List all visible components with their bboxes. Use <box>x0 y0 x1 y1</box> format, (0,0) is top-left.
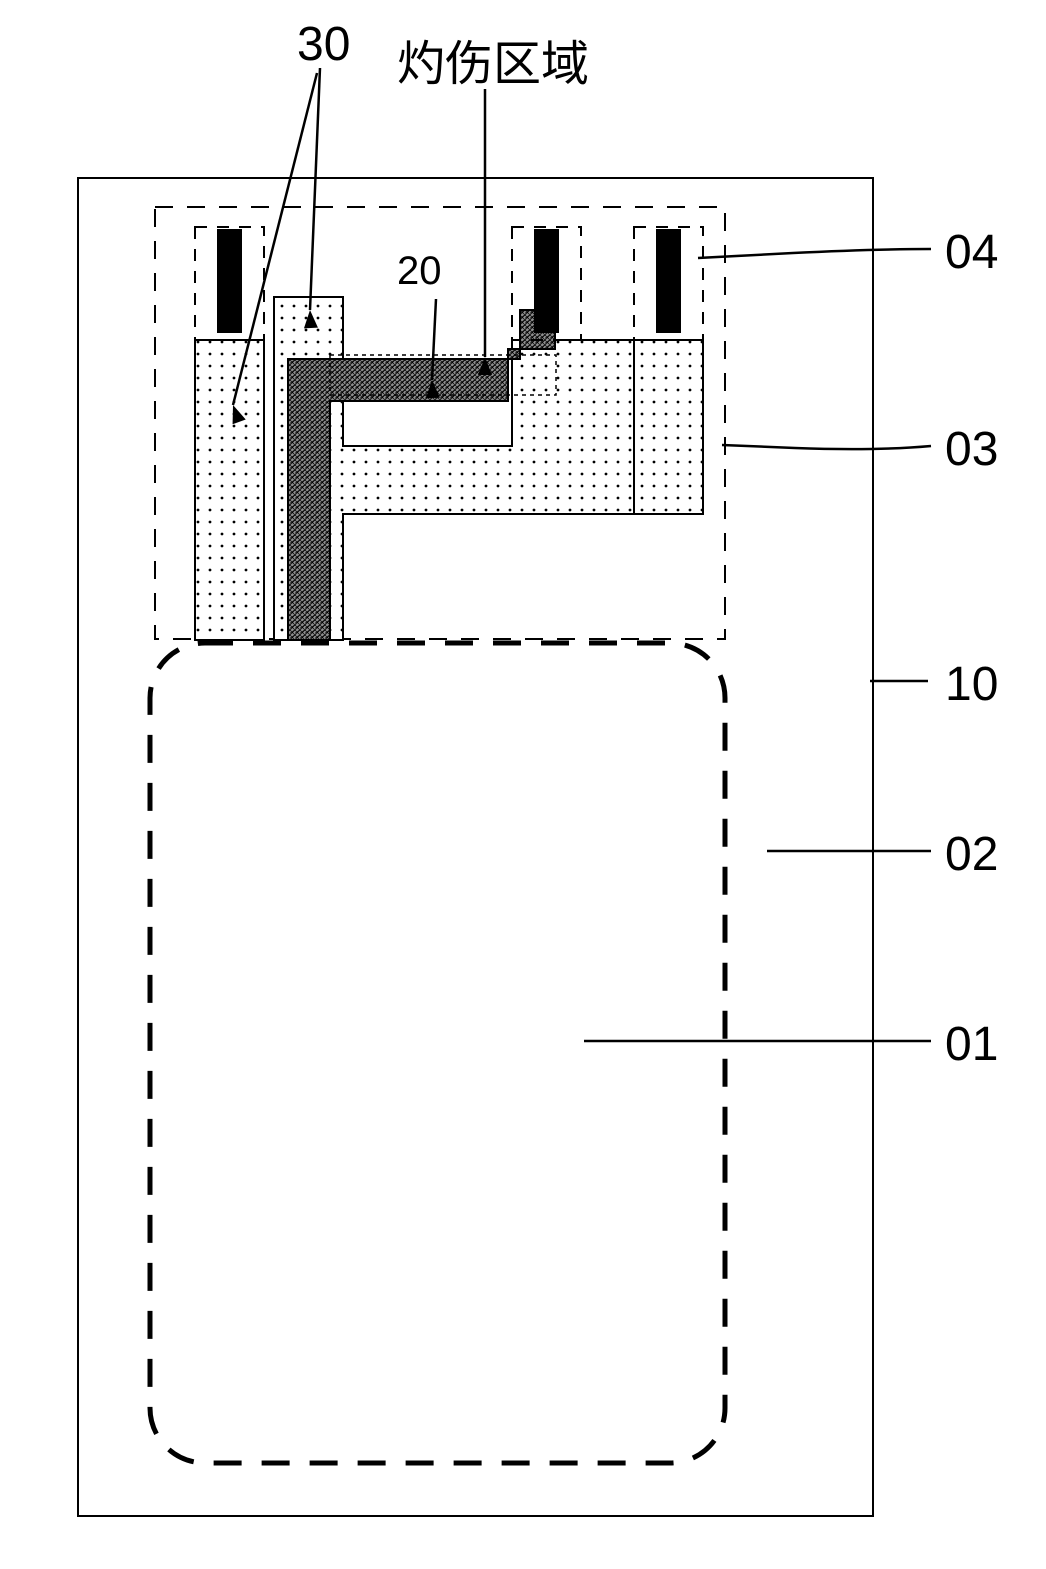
label-ref_04: 04 <box>945 226 998 279</box>
label-ref_02: 02 <box>945 828 998 881</box>
label-ref_20: 20 <box>397 249 442 293</box>
diagram-canvas: 30 20 灼伤区域 04 03 10 02 01 <box>0 0 1046 1569</box>
label-ref_03: 03 <box>945 423 998 476</box>
leader-l04 <box>698 249 931 258</box>
dotted-trace <box>195 297 703 640</box>
label-ref_01: 01 <box>945 1018 998 1071</box>
terminal-pin <box>656 229 681 333</box>
display-area <box>150 643 725 1463</box>
terminals-group <box>195 227 703 340</box>
leader-l03 <box>722 445 931 449</box>
terminal-pin <box>217 229 242 333</box>
labels-group: 30 20 灼伤区域 04 03 10 02 01 <box>297 18 998 1071</box>
label-burn: 灼伤区域 <box>397 38 589 91</box>
label-ref_10: 10 <box>945 658 998 711</box>
label-ref_30: 30 <box>297 18 350 71</box>
terminal-pin <box>534 229 559 333</box>
leader-l30b <box>310 68 320 310</box>
